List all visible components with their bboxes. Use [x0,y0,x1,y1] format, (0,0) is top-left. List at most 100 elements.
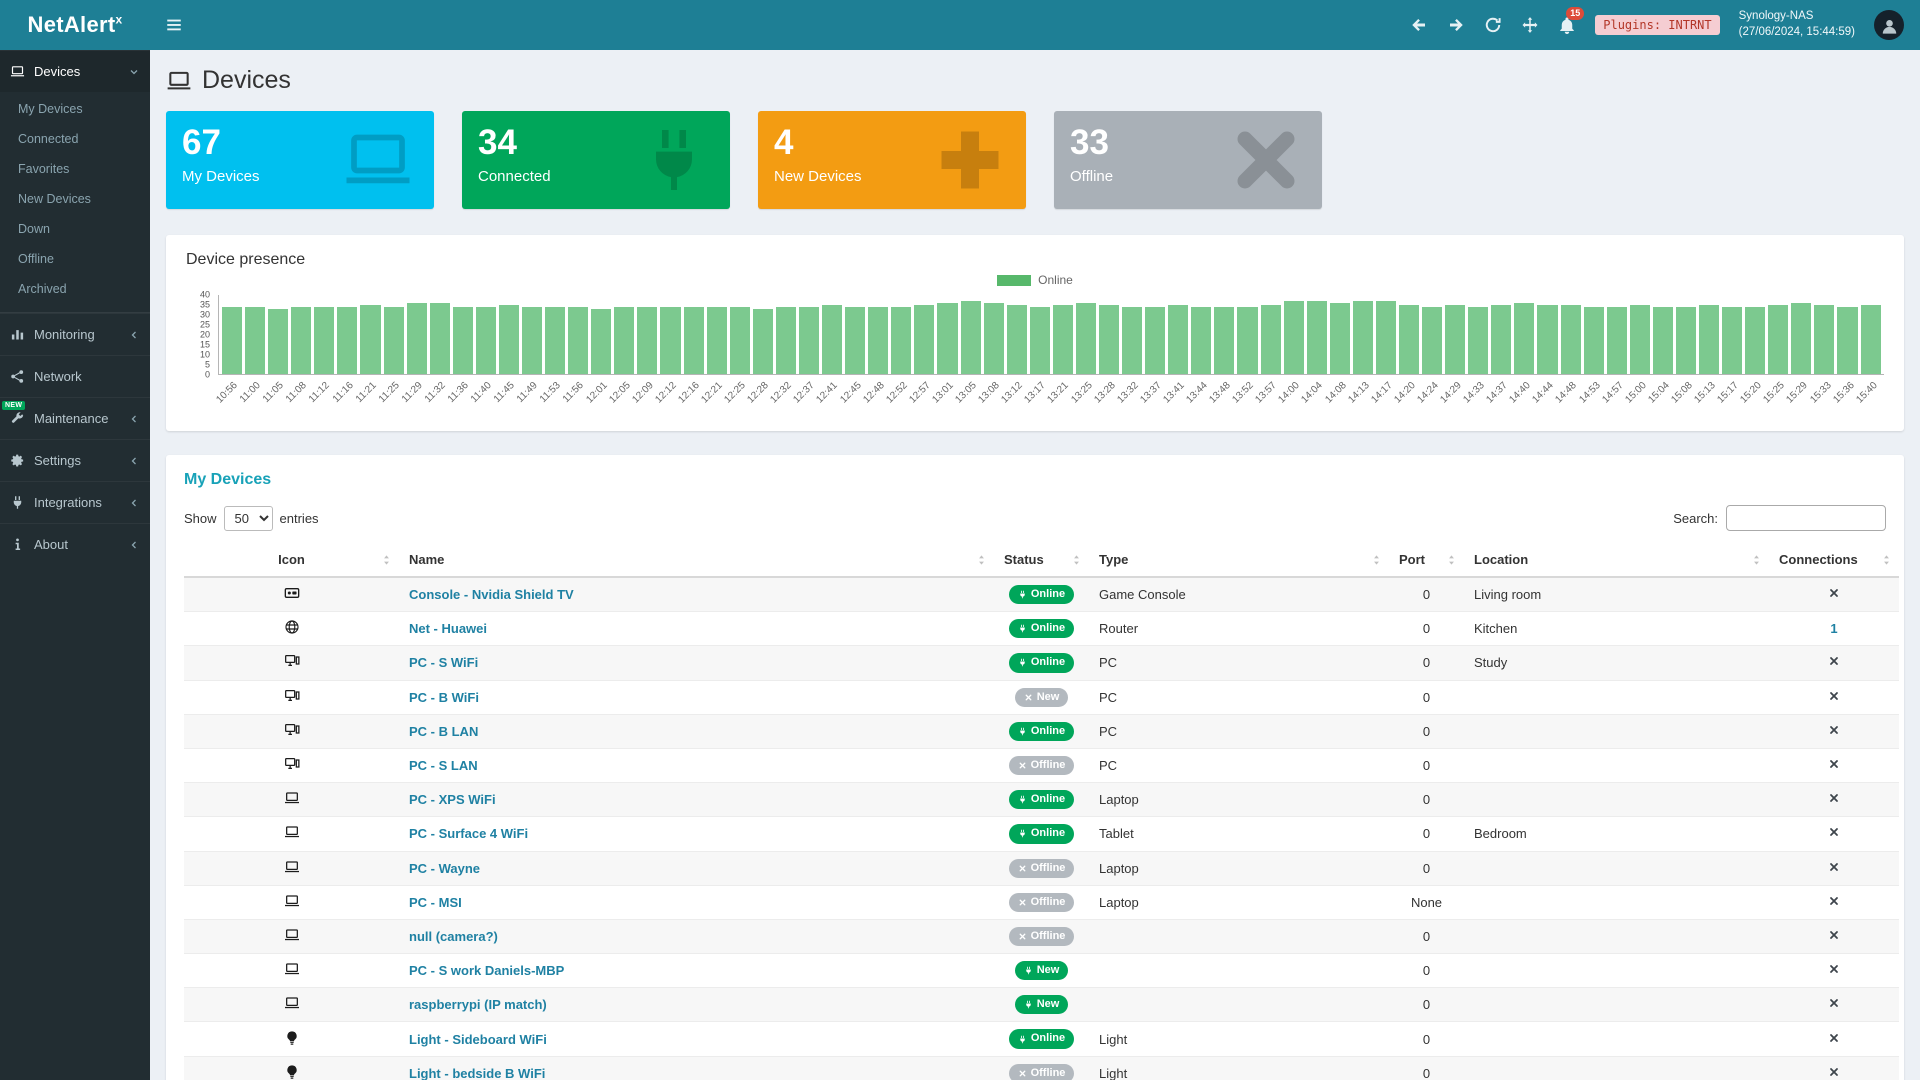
presence-bar[interactable] [775,306,796,374]
presence-bar[interactable] [1791,302,1812,374]
delete-connection-icon[interactable] [1828,724,1840,736]
presence-bar[interactable] [1560,304,1581,374]
delete-connection-icon[interactable] [1828,690,1840,702]
device-name-link[interactable]: PC - XPS WiFi [409,792,496,808]
presence-bar[interactable] [1675,306,1696,374]
presence-bar[interactable] [1398,304,1420,374]
presence-bar[interactable] [1352,300,1373,374]
presence-bar[interactable] [1745,306,1766,374]
infobox-connected[interactable]: 34 Connected [462,111,730,209]
presence-bar[interactable] [1514,302,1535,374]
delete-connection-icon[interactable] [1828,758,1840,770]
presence-bar[interactable] [1583,306,1604,374]
presence-bar[interactable] [1214,306,1235,374]
sidebar-subitem-favorites[interactable]: Favorites [0,154,150,184]
column-header-port[interactable]: Port [1389,543,1464,578]
column-header-connections[interactable]: Connections [1769,543,1899,578]
presence-bar[interactable] [268,308,289,374]
delete-connection-icon[interactable] [1828,929,1840,941]
infobox-new-devices[interactable]: 4 New Devices [758,111,1026,209]
presence-bar[interactable] [1075,302,1096,374]
presence-bar[interactable] [1029,306,1050,374]
notifications-button[interactable]: 15 [1558,7,1585,34]
presence-bar[interactable] [498,304,520,374]
connections-count-link[interactable]: 1 [1830,621,1838,637]
delete-connection-icon[interactable] [1828,1032,1840,1044]
presence-bar[interactable] [360,304,381,374]
delete-connection-icon[interactable] [1828,997,1840,1009]
presence-bar[interactable] [1860,304,1881,374]
presence-bar[interactable] [245,306,266,374]
device-name-link[interactable]: Console - Nvidia Shield TV [409,587,574,603]
delete-connection-icon[interactable] [1828,963,1840,975]
presence-bar[interactable] [1191,306,1212,374]
app-logo[interactable]: NetAlertx [0,12,150,38]
presence-bar[interactable] [1122,306,1143,374]
presence-bar[interactable] [729,306,750,374]
presence-bar[interactable] [1768,304,1789,374]
delete-connection-icon[interactable] [1828,792,1840,804]
presence-bar[interactable] [591,308,612,374]
presence-bar[interactable] [452,306,473,374]
presence-bar[interactable] [845,306,866,374]
delete-connection-icon[interactable] [1828,826,1840,838]
sidebar-subitem-down[interactable]: Down [0,214,150,244]
presence-bar[interactable] [1375,300,1396,374]
presence-bar[interactable] [891,306,912,374]
nav-forward-button[interactable] [1447,16,1465,34]
presence-bar[interactable] [660,306,681,374]
plugins-status-badge[interactable]: Plugins: INTRNT [1595,15,1720,35]
device-name-link[interactable]: PC - Surface 4 WiFi [409,826,529,842]
column-header-name[interactable]: Name [399,543,994,578]
device-name-link[interactable]: PC - S WiFi [409,655,479,671]
presence-bar[interactable] [1722,306,1743,374]
device-name-link[interactable]: PC - S LAN [409,758,478,774]
sidebar-toggle-button[interactable] [150,0,198,50]
chart-legend[interactable]: Online [186,273,1884,287]
presence-bar[interactable] [522,306,543,374]
presence-bar[interactable] [1629,304,1650,374]
presence-bar[interactable] [960,300,981,374]
presence-bar[interactable] [914,304,935,374]
refresh-button[interactable] [1484,16,1502,34]
device-name-link[interactable]: null (camera?) [409,928,498,944]
infobox-my-devices[interactable]: 67 My Devices [166,111,434,209]
presence-bar[interactable] [1006,304,1027,374]
sidebar-item-network[interactable]: Network [0,355,150,397]
presence-bar[interactable] [545,306,566,374]
device-name-link[interactable]: Light - Sideboard WiFi [409,1031,547,1047]
sidebar-item-monitoring[interactable]: Monitoring [0,313,150,355]
delete-connection-icon[interactable] [1828,1066,1840,1078]
presence-bar[interactable] [383,306,404,374]
presence-bar[interactable] [1422,306,1443,374]
device-name-link[interactable]: PC - B WiFi [409,689,479,705]
sidebar-item-devices[interactable]: Devices [0,50,150,92]
sidebar-subitem-archived[interactable]: Archived [0,274,150,304]
column-header-icon[interactable]: Icon [184,543,399,578]
presence-bar[interactable] [406,302,427,374]
presence-bar[interactable] [1260,304,1281,374]
presence-bar[interactable] [1237,306,1258,374]
presence-bar[interactable] [1329,302,1350,374]
presence-bar[interactable] [222,306,243,374]
presence-bar[interactable] [798,306,820,374]
infobox-offline[interactable]: 33 Offline [1054,111,1322,209]
sidebar-item-integrations[interactable]: Integrations [0,481,150,523]
presence-bar[interactable] [291,306,312,374]
presence-bar[interactable] [1606,306,1627,374]
presence-bar[interactable] [1052,304,1073,374]
column-header-type[interactable]: Type [1089,543,1389,578]
device-name-link[interactable]: raspberrypi (IP match) [409,997,547,1013]
delete-connection-icon[interactable] [1828,655,1840,667]
presence-bar[interactable] [314,306,335,374]
presence-bar[interactable] [822,304,843,374]
device-name-link[interactable]: PC - MSI [409,894,462,910]
presence-bar[interactable] [1306,300,1327,374]
device-name-link[interactable]: Light - bedside B WiFi [409,1065,546,1080]
delete-connection-icon[interactable] [1828,861,1840,873]
presence-bar[interactable] [1145,306,1166,374]
sidebar-subitem-new-devices[interactable]: New Devices [0,184,150,214]
sidebar-item-settings[interactable]: Settings [0,439,150,481]
presence-bar[interactable] [1537,304,1558,374]
presence-bar[interactable] [337,306,358,374]
